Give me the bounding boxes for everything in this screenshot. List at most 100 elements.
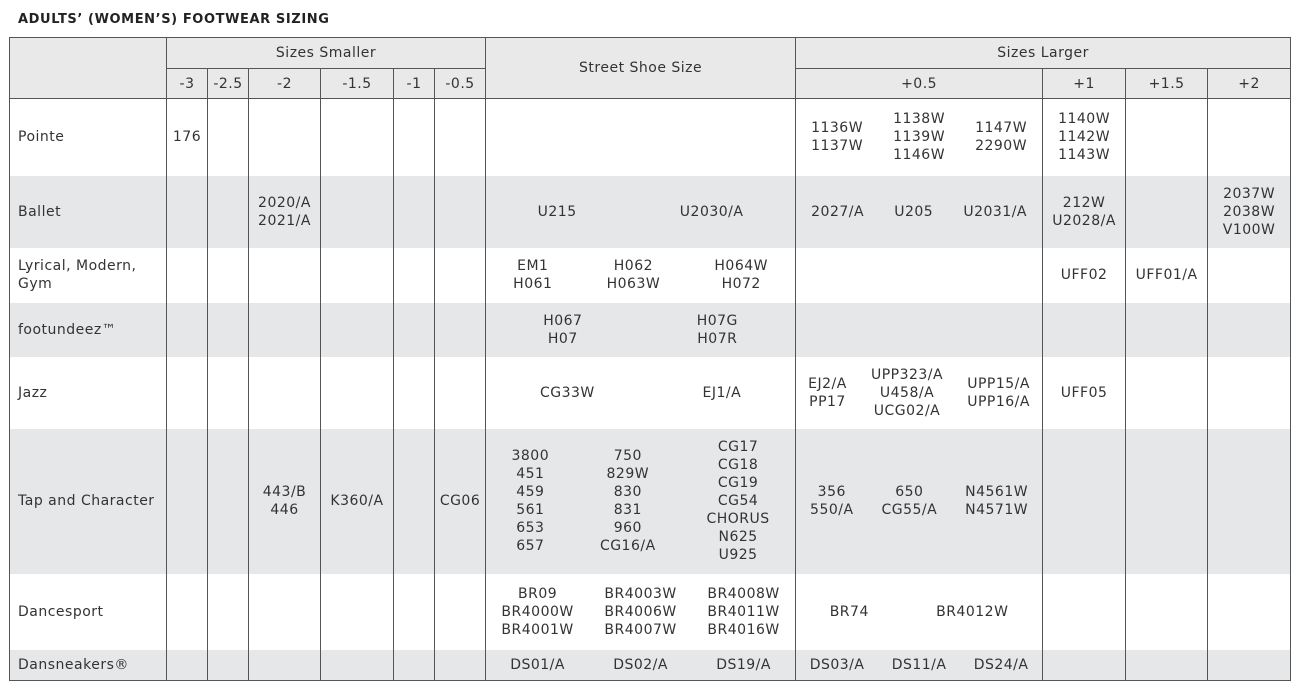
product-code: H07G xyxy=(696,312,738,329)
product-code: 2037W xyxy=(1223,185,1276,202)
table-row: Jazz CG33W EJ1/A EJ2/A PP17 UPP323/A U458/A UCG… xyxy=(9,356,1292,429)
product-code: U2028/A xyxy=(1052,212,1116,229)
cell-groups: DS03/A DS11/A DS24/A xyxy=(796,656,1042,674)
product-code: BR4007W xyxy=(604,621,677,638)
product-code: N625 xyxy=(718,529,758,545)
row-label: Dancesport xyxy=(9,573,167,650)
cell: 2027/A U205 U2031/A xyxy=(795,175,1044,248)
product-code: H064W xyxy=(714,258,768,274)
product-code: K360/A xyxy=(330,493,384,509)
cell xyxy=(207,356,249,429)
product-code: UFF01/A xyxy=(1135,267,1198,283)
row-label-text: Pointe xyxy=(18,129,65,146)
cell xyxy=(166,302,208,357)
cell: UFF01/A xyxy=(1125,247,1209,303)
cell: DS01/A DS02/A DS19/A xyxy=(485,649,797,681)
row-label: Lyrical, Modern, Gym xyxy=(9,247,167,303)
product-code: H061 xyxy=(513,276,553,292)
cell-groups: EJ2/A PP17 UPP323/A U458/A UCG02/A UPP15/A UPP… xyxy=(796,366,1042,420)
code-group: BR4012W xyxy=(936,603,1008,621)
cell-groups: H067 H07 H07G H07R xyxy=(486,312,795,348)
cell xyxy=(166,247,208,303)
cell-groups: 212W U2028/A xyxy=(1043,194,1125,230)
product-code: H072 xyxy=(721,276,761,292)
cell xyxy=(795,247,1044,303)
code-group: UPP15/A UPP16/A xyxy=(967,375,1030,411)
product-code: H07R xyxy=(697,330,738,347)
cell xyxy=(433,98,487,176)
cell xyxy=(207,428,249,574)
cell-groups: EM1 H061 H062 H063W H064W H072 xyxy=(486,257,795,293)
row-label: Tap and Character xyxy=(9,428,167,574)
product-code: DS19/A xyxy=(716,656,771,673)
column-header: -2 xyxy=(248,68,321,99)
column-header: +0.5 xyxy=(795,68,1044,99)
cell xyxy=(393,302,435,357)
product-code: 1140W xyxy=(1058,111,1111,128)
product-code: U2031/A xyxy=(963,203,1027,220)
cell xyxy=(248,98,321,176)
code-group: 356 550/A xyxy=(810,483,854,519)
cell: 176 xyxy=(166,98,208,176)
cell xyxy=(207,247,249,303)
cell xyxy=(1125,98,1209,176)
cell xyxy=(393,356,435,429)
code-group: CG06 xyxy=(440,492,480,510)
product-code: 451 xyxy=(516,466,545,482)
cell xyxy=(393,175,435,248)
product-code: CG17 xyxy=(717,439,759,455)
cell xyxy=(1207,247,1292,303)
row-label-text: footundeez™ xyxy=(18,321,117,338)
cell xyxy=(1125,175,1209,248)
code-group: 1136W 1137W xyxy=(811,119,863,155)
cell xyxy=(320,98,394,176)
code-group: UPP323/A U458/A UCG02/A xyxy=(871,366,943,420)
group-header: Sizes Smaller xyxy=(165,37,487,69)
product-code: BR4000W xyxy=(501,603,574,620)
column-header: +1.5 xyxy=(1125,68,1209,99)
sizing-table: Sizes Smaller Street Shoe Size Sizes Large… xyxy=(9,37,1292,681)
cell xyxy=(320,356,394,429)
code-group: DS03/A xyxy=(810,656,865,674)
cell xyxy=(320,175,394,248)
cell: K360/A xyxy=(320,428,394,574)
table-row: Tap and Character 443/B 446 K360/A CG06 3800 4… xyxy=(9,428,1292,574)
cell-groups: 443/B 446 xyxy=(249,483,320,519)
cell xyxy=(433,302,487,357)
cell xyxy=(166,356,208,429)
code-group: EJ2/A PP17 xyxy=(808,375,847,411)
cell: U215 U2030/A xyxy=(485,175,797,248)
row-label-text: Jazz xyxy=(18,384,48,401)
cell xyxy=(1125,302,1209,357)
code-group: 750 829W 830 831 960 CG16/A xyxy=(600,447,656,555)
product-code: 960 xyxy=(613,520,642,536)
cell xyxy=(1125,573,1209,650)
cell-groups: 1140W 1142W 1143W xyxy=(1043,110,1125,164)
cell xyxy=(393,98,435,176)
product-code: H063W xyxy=(606,276,661,292)
cell xyxy=(166,649,208,681)
cell-groups: 176 xyxy=(167,128,207,146)
product-code: BR4006W xyxy=(604,603,677,620)
code-group: BR4003W BR4006W BR4007W xyxy=(604,585,676,639)
product-code: 550/A xyxy=(810,502,854,518)
product-code: 653 xyxy=(516,520,545,536)
cell xyxy=(433,356,487,429)
code-group: K360/A xyxy=(330,492,383,510)
code-group: EM1 H061 xyxy=(513,257,552,293)
product-code: 2020/A xyxy=(258,194,311,211)
product-code: EJ2/A xyxy=(808,375,847,392)
product-code: BR74 xyxy=(829,603,869,620)
product-code: DS24/A xyxy=(973,656,1029,673)
product-code: DS11/A xyxy=(891,656,947,673)
cell: 1140W 1142W 1143W xyxy=(1042,98,1127,176)
cell xyxy=(248,649,321,681)
code-group: 2027/A xyxy=(811,203,864,221)
cell xyxy=(320,302,394,357)
column-header: -0.5 xyxy=(433,68,487,99)
cell xyxy=(1207,98,1292,176)
product-code: 1146W xyxy=(893,147,946,164)
cell: UFF02 xyxy=(1042,247,1127,303)
cell-groups: 1136W 1137W 1138W 1139W 1146W 1147W 2290W xyxy=(796,110,1042,164)
product-code: 1143W xyxy=(1058,147,1111,164)
